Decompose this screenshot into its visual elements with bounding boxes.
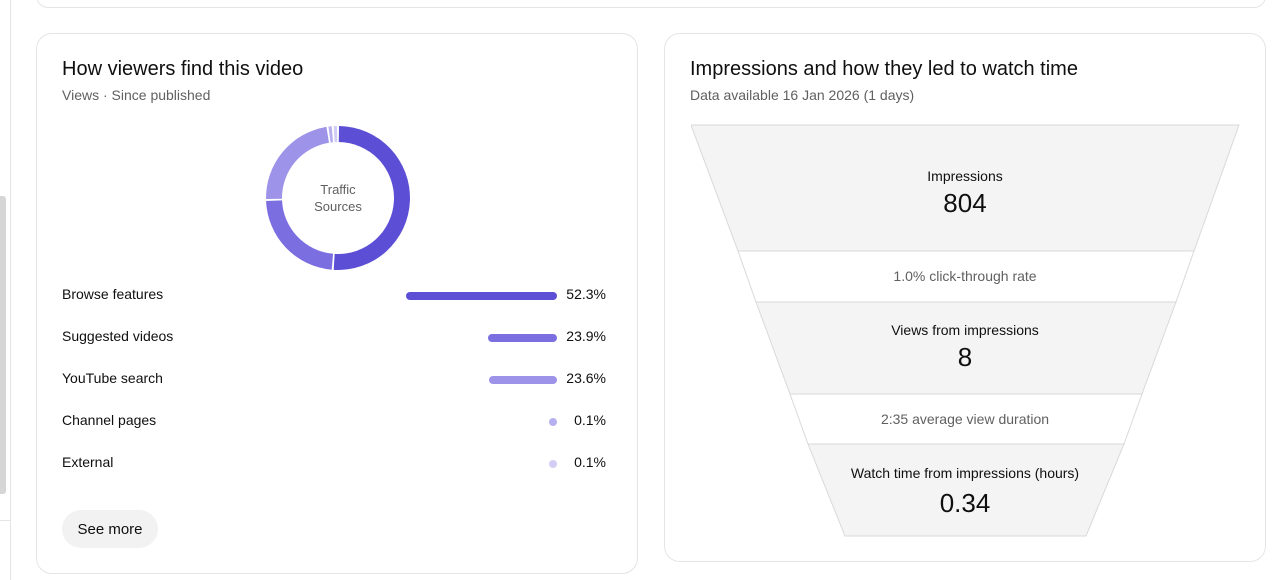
donut-slice-browse-features[interactable] — [333, 126, 410, 270]
watch-time-value: 0.34 — [939, 488, 991, 518]
source-row-external[interactable]: External 0.1% — [62, 452, 606, 476]
source-name: External — [62, 454, 114, 470]
source-row-suggested-videos[interactable]: Suggested videos 23.9% — [62, 326, 606, 350]
source-bar — [488, 334, 557, 342]
previous-card-edge — [36, 0, 1266, 8]
traffic-sources-donut: Traffic Sources — [265, 125, 411, 271]
source-name: Channel pages — [62, 412, 157, 428]
source-row-channel-pages[interactable]: Channel pages 0.1% — [62, 410, 606, 434]
card-subtitle: Views · Since published — [62, 87, 211, 103]
donut-slice-external[interactable] — [333, 126, 338, 143]
source-percent: 0.1% — [574, 454, 606, 470]
source-row-browse-features[interactable]: Browse features 52.3% — [62, 284, 606, 308]
rail-divider — [0, 520, 10, 521]
source-percent: 52.3% — [566, 286, 606, 302]
source-bar — [489, 376, 557, 384]
traffic-sources-card: How viewers find this video Views · Sinc… — [36, 33, 638, 574]
source-row-youtube-search[interactable]: YouTube search 23.6% — [62, 368, 606, 392]
donut-slice-youtube-search[interactable] — [266, 126, 329, 199]
impressions-label: Impressions — [927, 168, 1003, 184]
source-bar — [549, 460, 557, 468]
donut-chart — [266, 126, 410, 270]
donut-slice-suggested-videos[interactable] — [266, 200, 334, 270]
impressions-funnel-card: Impressions and how they led to watch ti… — [664, 33, 1266, 562]
donut-slice-channel-pages[interactable] — [328, 126, 334, 143]
avg-duration-text: 2:35 average view duration — [880, 411, 1050, 427]
scrollbar[interactable] — [0, 196, 6, 494]
source-percent: 0.1% — [574, 412, 606, 428]
views-value: 8 — [957, 342, 973, 372]
card-title: How viewers find this video — [62, 58, 304, 80]
impressions-funnel — [691, 124, 1240, 537]
ctr-text: 1.0% click-through rate — [893, 268, 1037, 284]
card-subtitle: Data available 16 Jan 2026 (1 days) — [690, 87, 915, 103]
source-bar — [549, 418, 557, 426]
see-more-button[interactable]: See more — [62, 510, 158, 548]
source-name: YouTube search — [62, 370, 163, 386]
funnel-stage-watch-time — [807, 443, 1125, 537]
source-name: Browse features — [62, 286, 164, 302]
watch-time-label: Watch time from impressions (hours) — [850, 465, 1080, 481]
views-label: Views from impressions — [891, 322, 1039, 338]
impressions-value: 804 — [943, 188, 987, 218]
left-rail — [0, 0, 11, 580]
card-title: Impressions and how they led to watch ti… — [690, 58, 1078, 80]
source-percent: 23.6% — [566, 370, 606, 386]
source-name: Suggested videos — [62, 328, 174, 344]
source-percent: 23.9% — [566, 328, 606, 344]
source-bar — [406, 292, 557, 300]
